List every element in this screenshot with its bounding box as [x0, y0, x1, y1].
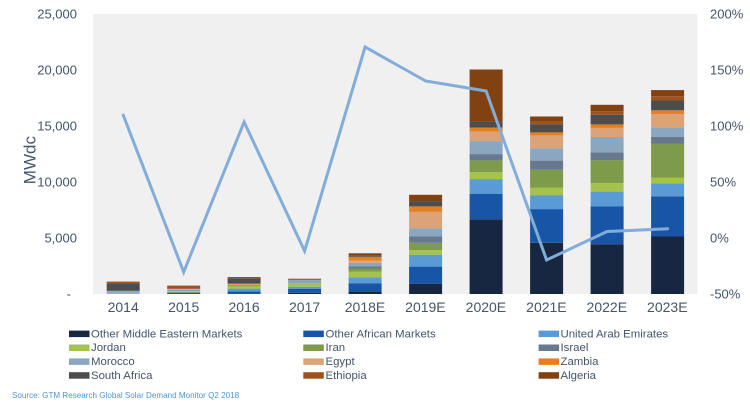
svg-text:2023E: 2023E — [647, 299, 687, 315]
svg-text:Egypt: Egypt — [326, 356, 356, 368]
svg-text:200%: 200% — [710, 7, 744, 22]
svg-text:Ethiopia: Ethiopia — [326, 370, 368, 382]
svg-text:50%: 50% — [710, 175, 736, 190]
svg-text:2019E: 2019E — [405, 299, 445, 315]
svg-text:Source: GTM Research Global So: Source: GTM Research Global Solar Demand… — [12, 391, 240, 400]
svg-text:20,000: 20,000 — [37, 63, 77, 78]
svg-text:150%: 150% — [710, 63, 744, 78]
svg-text:Jordan: Jordan — [91, 342, 126, 354]
svg-text:Other Middle Eastern Markets: Other Middle Eastern Markets — [91, 328, 243, 340]
svg-text:2022E: 2022E — [587, 299, 627, 315]
svg-text:15,000: 15,000 — [37, 119, 77, 134]
svg-text:5,000: 5,000 — [44, 231, 77, 246]
svg-text:-: - — [67, 287, 71, 302]
svg-text:Other African Markets: Other African Markets — [326, 328, 436, 340]
svg-text:Israel: Israel — [561, 342, 589, 354]
svg-text:Morocco: Morocco — [91, 356, 135, 368]
svg-text:2020E: 2020E — [466, 299, 506, 315]
svg-text:-50%: -50% — [710, 287, 741, 302]
svg-text:2017: 2017 — [289, 299, 320, 315]
svg-text:Algeria: Algeria — [561, 370, 597, 382]
svg-text:MWdc: MWdc — [20, 136, 39, 185]
svg-text:2016: 2016 — [229, 299, 260, 315]
svg-text:0%: 0% — [710, 231, 729, 246]
svg-text:2018E: 2018E — [345, 299, 385, 315]
svg-text:100%: 100% — [710, 119, 744, 134]
svg-text:2014: 2014 — [108, 299, 139, 315]
svg-text:Zambia: Zambia — [561, 356, 600, 368]
svg-text:10,000: 10,000 — [37, 175, 77, 190]
svg-text:2021E: 2021E — [526, 299, 566, 315]
svg-text:South Africa: South Africa — [91, 370, 153, 382]
svg-text:25,000: 25,000 — [37, 7, 77, 22]
svg-text:2015: 2015 — [168, 299, 199, 315]
svg-text:Iran: Iran — [326, 342, 346, 354]
svg-text:United Arab Emirates: United Arab Emirates — [561, 328, 669, 340]
